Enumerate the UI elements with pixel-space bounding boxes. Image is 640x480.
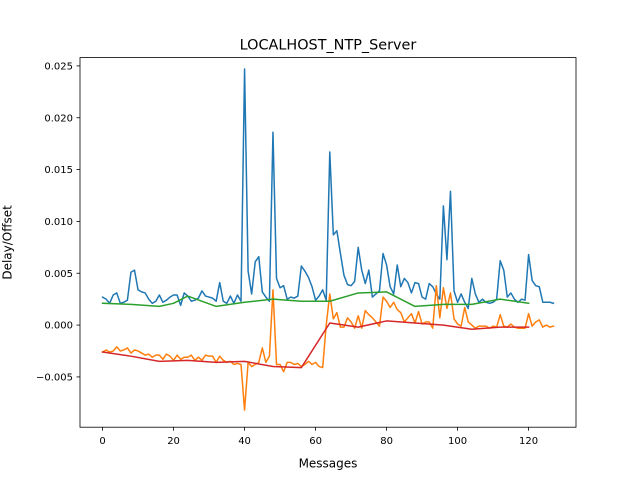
y-tick-label: 0.020	[44, 113, 73, 124]
series-1-line	[101, 68, 555, 310]
y-tick-label: −0.005	[36, 373, 73, 384]
x-axis: 0 20 40 60 80 100 120	[99, 427, 538, 447]
x-axis-label: Messages	[299, 457, 358, 471]
y-tick-label: 0.015	[44, 165, 73, 176]
x-tick-label: 40	[238, 436, 251, 447]
y-tick-label: 0.010	[44, 217, 73, 228]
y-axis-label: Delay/Offset	[1, 205, 15, 280]
plot-area	[79, 57, 577, 428]
series-4-line	[101, 320, 530, 369]
x-tick-label: 20	[167, 436, 180, 447]
x-tick-label: 0	[99, 436, 105, 447]
series-layer	[101, 68, 555, 411]
y-tick-label: 0.005	[44, 269, 73, 280]
axes-frame	[79, 57, 577, 428]
x-tick-label: 120	[519, 436, 538, 447]
series-3-line	[101, 291, 530, 308]
series-2-line	[101, 284, 555, 411]
x-tick-label: 100	[448, 436, 467, 447]
y-axis: −0.005 0.000 0.005 0.010 0.015 0.020 0.025	[36, 61, 80, 384]
chart-title: LOCALHOST_NTP_Server	[240, 38, 417, 54]
y-tick-label: 0.000	[44, 321, 73, 332]
x-tick-label: 60	[309, 436, 322, 447]
x-tick-label: 80	[380, 436, 393, 447]
y-tick-label: 0.025	[44, 61, 73, 72]
